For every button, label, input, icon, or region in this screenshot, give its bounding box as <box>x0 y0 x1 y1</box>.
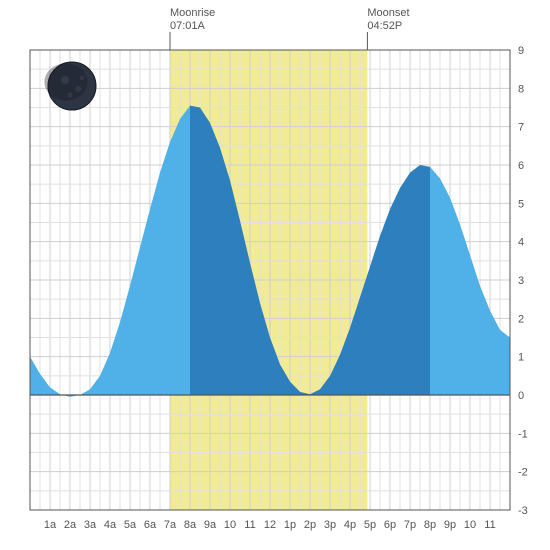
y-tick-label: -1 <box>518 428 528 440</box>
x-tick-label: 8p <box>424 519 436 531</box>
chart-svg: -3-2-101234567891a2a3a4a5a6a7a8a9a101112… <box>0 0 550 550</box>
y-tick-label: 0 <box>518 390 524 402</box>
y-tick-label: 5 <box>518 198 524 210</box>
x-tick-label: 10 <box>464 519 476 531</box>
x-tick-label: 4a <box>104 519 117 531</box>
moonrise-title: Moonrise <box>170 7 215 19</box>
moonrise-time: 07:01A <box>170 20 206 32</box>
moonset-title: Moonset <box>367 7 409 19</box>
x-tick-label: 3a <box>84 519 97 531</box>
x-tick-label: 2p <box>304 519 316 531</box>
y-tick-label: 2 <box>518 313 524 325</box>
x-tick-label: 12 <box>264 519 276 531</box>
x-tick-label: 7a <box>164 519 177 531</box>
tide-chart: -3-2-101234567891a2a3a4a5a6a7a8a9a101112… <box>0 0 550 550</box>
y-tick-label: 8 <box>518 83 524 95</box>
y-tick-label: -2 <box>518 467 528 479</box>
x-tick-label: 7p <box>404 519 416 531</box>
x-tick-label: 3p <box>324 519 336 531</box>
y-tick-label: 4 <box>518 237 524 249</box>
y-tick-label: 1 <box>518 352 524 364</box>
x-tick-label: 2a <box>64 519 77 531</box>
y-tick-label: 6 <box>518 160 524 172</box>
y-tick-label: 9 <box>518 45 524 57</box>
x-tick-label: 11 <box>484 519 495 531</box>
x-tick-label: 5p <box>364 519 376 531</box>
x-tick-label: 1a <box>44 519 57 531</box>
x-tick-label: 9p <box>444 519 456 531</box>
y-tick-label: 3 <box>518 275 524 287</box>
x-tick-label: 9a <box>204 519 217 531</box>
x-tick-label: 10 <box>224 519 236 531</box>
x-tick-label: 11 <box>244 519 255 531</box>
y-tick-label: -3 <box>518 505 528 517</box>
x-tick-label: 4p <box>344 519 356 531</box>
x-tick-label: 1p <box>284 519 296 531</box>
x-tick-label: 5a <box>124 519 137 531</box>
x-tick-label: 6p <box>384 519 396 531</box>
x-tick-label: 8a <box>184 519 197 531</box>
y-tick-label: 7 <box>518 122 524 134</box>
x-tick-label: 6a <box>144 519 157 531</box>
moonset-time: 04:52P <box>367 20 402 32</box>
